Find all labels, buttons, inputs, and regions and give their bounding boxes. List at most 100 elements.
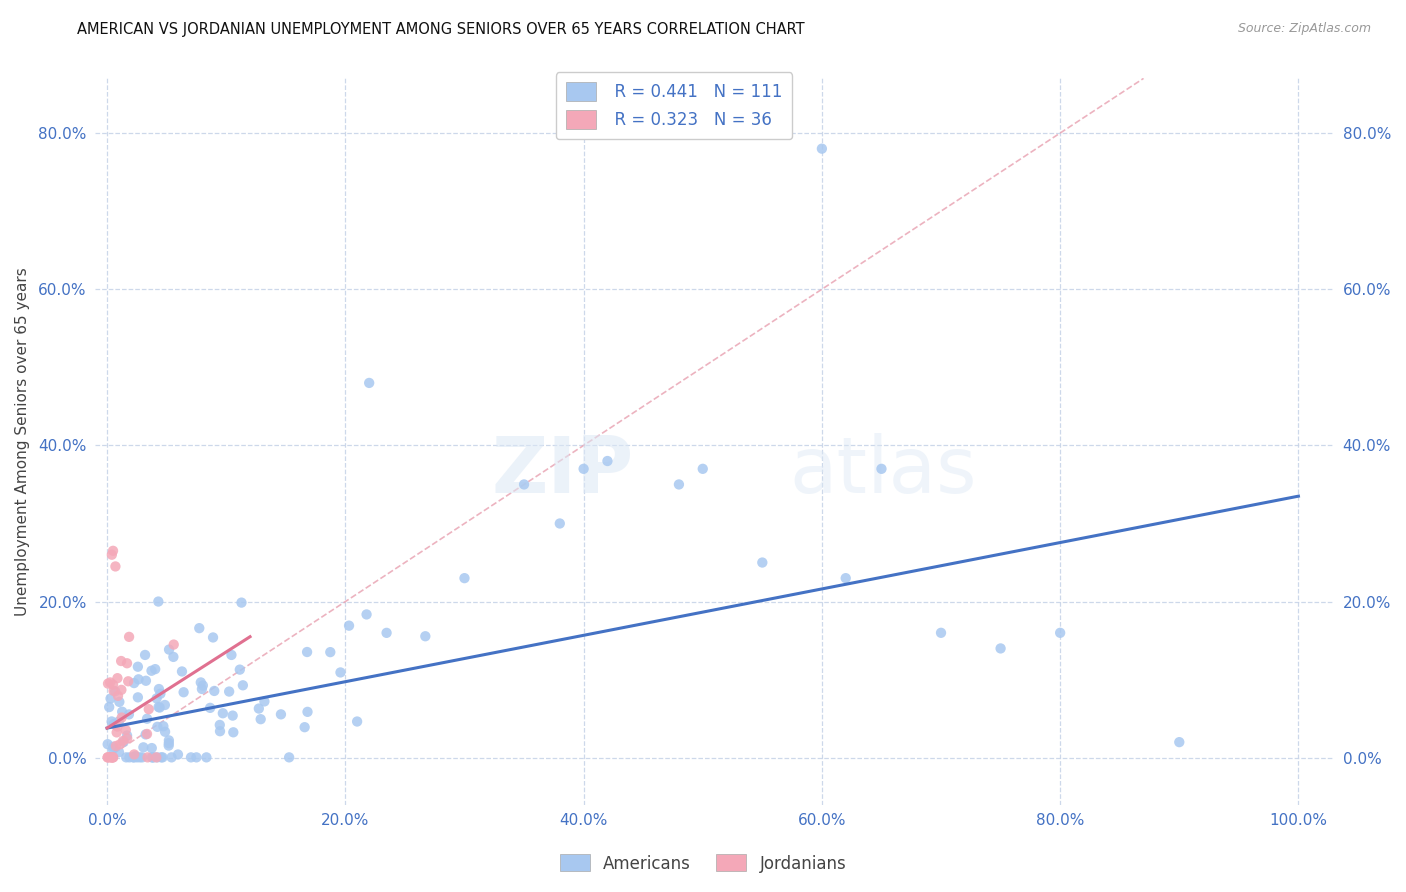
Point — [319, 645, 342, 659]
Point — [929, 625, 952, 640]
Point — [136, 727, 159, 741]
Point — [124, 749, 146, 764]
Point — [117, 674, 139, 689]
Point — [294, 720, 316, 734]
Text: Source: ZipAtlas.com: Source: ZipAtlas.com — [1237, 22, 1371, 36]
Point — [128, 750, 150, 764]
Point — [668, 477, 690, 491]
Point — [190, 675, 212, 690]
Point — [110, 654, 132, 668]
Point — [134, 648, 156, 662]
Point — [101, 548, 124, 562]
Point — [218, 684, 240, 698]
Point — [101, 678, 124, 692]
Point — [152, 750, 174, 764]
Point — [101, 544, 124, 558]
Point — [157, 739, 180, 753]
Point — [157, 642, 180, 657]
Point — [107, 689, 129, 703]
Point — [107, 714, 129, 729]
Point — [208, 718, 231, 732]
Point — [141, 664, 163, 678]
Point — [142, 750, 165, 764]
Point — [141, 750, 163, 764]
Point — [103, 739, 125, 754]
Point — [122, 747, 145, 762]
Point — [167, 747, 190, 762]
Point — [105, 725, 128, 739]
Point — [97, 737, 120, 751]
Point — [548, 516, 571, 531]
Text: ZIP: ZIP — [492, 433, 634, 508]
Point — [101, 742, 124, 756]
Point — [98, 700, 121, 714]
Point — [202, 684, 225, 698]
Point — [136, 712, 159, 726]
Point — [149, 687, 172, 701]
Point — [97, 750, 120, 764]
Point — [104, 559, 127, 574]
Point — [152, 719, 174, 733]
Point — [111, 710, 134, 724]
Point — [118, 630, 141, 644]
Point — [122, 750, 145, 764]
Point — [108, 737, 131, 751]
Point — [295, 645, 318, 659]
Point — [148, 700, 170, 714]
Text: AMERICAN VS JORDANIAN UNEMPLOYMENT AMONG SENIORS OVER 65 YEARS CORRELATION CHART: AMERICAN VS JORDANIAN UNEMPLOYMENT AMONG… — [77, 22, 806, 37]
Point — [107, 720, 129, 734]
Point — [221, 648, 243, 662]
Point — [136, 750, 159, 764]
Point — [103, 717, 125, 731]
Point — [110, 682, 132, 697]
Point — [100, 750, 122, 764]
Point — [811, 142, 834, 156]
Point — [222, 725, 245, 739]
Point — [157, 733, 180, 747]
Point — [97, 750, 120, 764]
Point — [231, 596, 253, 610]
Point — [146, 750, 169, 764]
Point — [211, 706, 233, 721]
Point — [127, 690, 149, 705]
Point — [195, 750, 218, 764]
Point — [115, 657, 138, 671]
Point — [221, 708, 243, 723]
Point — [145, 750, 167, 764]
Point — [1168, 735, 1191, 749]
Point — [100, 691, 122, 706]
Point — [173, 685, 195, 699]
Point — [146, 720, 169, 734]
Point — [118, 707, 141, 722]
Point — [188, 621, 211, 635]
Point — [153, 698, 176, 712]
Point — [103, 750, 125, 764]
Point — [1049, 625, 1071, 640]
Point — [125, 750, 148, 764]
Point — [278, 750, 301, 764]
Point — [115, 729, 138, 743]
Point — [132, 740, 155, 755]
Point — [148, 681, 170, 696]
Point — [100, 714, 122, 729]
Point — [97, 676, 120, 690]
Point — [101, 750, 124, 764]
Point — [596, 454, 619, 468]
Point — [108, 695, 131, 709]
Point — [148, 594, 170, 608]
Point — [191, 678, 214, 692]
Point — [143, 662, 166, 676]
Legend: Americans, Jordanians: Americans, Jordanians — [553, 847, 853, 880]
Point — [329, 665, 352, 680]
Point — [359, 376, 381, 390]
Point — [104, 684, 127, 698]
Point — [157, 736, 180, 750]
Point — [337, 618, 360, 632]
Y-axis label: Unemployment Among Seniors over 65 years: Unemployment Among Seniors over 65 years — [15, 267, 30, 615]
Point — [232, 678, 254, 692]
Point — [162, 649, 184, 664]
Point — [513, 477, 536, 491]
Point — [127, 659, 149, 673]
Point — [198, 701, 221, 715]
Point — [104, 739, 127, 753]
